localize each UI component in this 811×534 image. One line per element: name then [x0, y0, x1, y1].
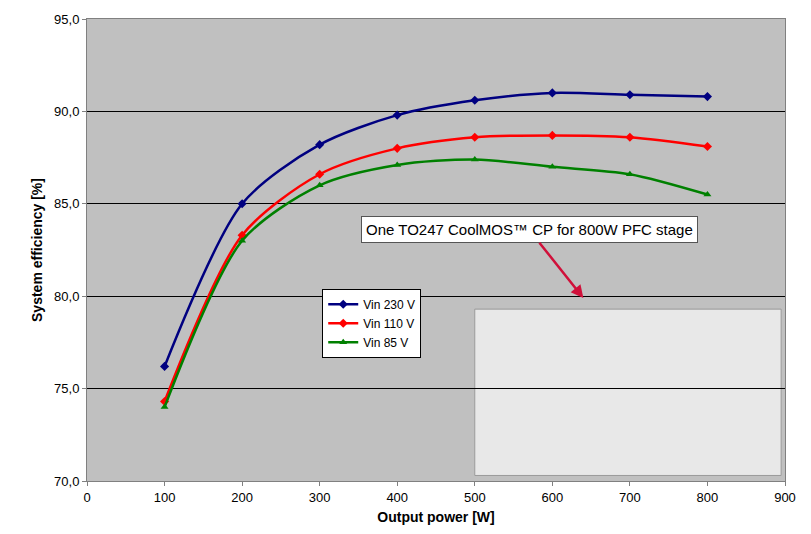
- svg-text:Vin 110 V: Vin 110 V: [363, 317, 414, 331]
- svg-text:900: 900: [774, 490, 796, 505]
- svg-text:85,0: 85,0: [54, 196, 79, 211]
- svg-text:800: 800: [697, 490, 719, 505]
- svg-text:0: 0: [83, 490, 90, 505]
- svg-text:System efficiency [%]: System efficiency [%]: [29, 178, 45, 322]
- svg-text:200: 200: [231, 490, 253, 505]
- svg-text:500: 500: [464, 490, 486, 505]
- svg-text:100: 100: [154, 490, 176, 505]
- svg-text:95,0: 95,0: [54, 12, 79, 27]
- svg-text:400: 400: [386, 490, 408, 505]
- svg-text:70,0: 70,0: [54, 474, 79, 489]
- svg-text:Output power [W]: Output power [W]: [377, 509, 494, 525]
- svg-text:600: 600: [541, 490, 563, 505]
- svg-text:Vin 85 V: Vin 85 V: [363, 336, 408, 350]
- svg-text:300: 300: [309, 490, 331, 505]
- svg-text:90,0: 90,0: [54, 104, 79, 119]
- svg-text:75,0: 75,0: [54, 381, 79, 396]
- svg-text:Vin 230 V: Vin 230 V: [363, 298, 415, 312]
- svg-text:700: 700: [619, 490, 641, 505]
- svg-text:One TO247 CoolMOS™ CP for 800W: One TO247 CoolMOS™ CP for 800W PFC stage: [366, 221, 693, 238]
- svg-text:80,0: 80,0: [54, 289, 79, 304]
